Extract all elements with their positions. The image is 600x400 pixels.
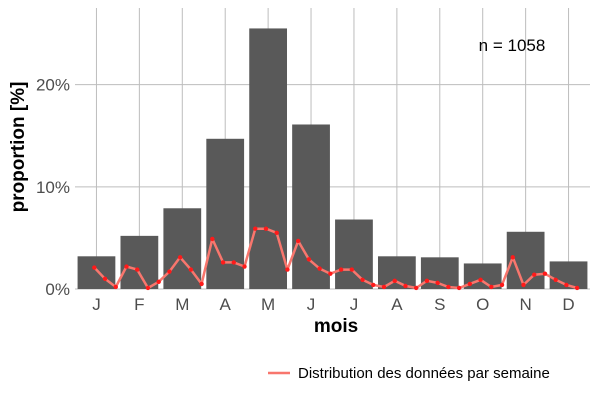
- x-tick-label-10: O: [476, 295, 489, 314]
- weekly-point-33: [435, 280, 440, 286]
- weekly-point-4: [124, 264, 129, 269]
- weekly-point-10: [188, 267, 194, 272]
- legend-label: Distribution des données par semaine: [298, 365, 550, 382]
- weekly-point-25: [349, 267, 355, 272]
- x-tick-label-1: J: [92, 295, 101, 314]
- weekly-point-31: [413, 285, 419, 291]
- x-tick-label-6: J: [307, 295, 316, 314]
- x-tick-label-8: A: [391, 295, 403, 314]
- bar-month-8: [377, 256, 416, 289]
- weekly-point-3: [113, 284, 118, 290]
- weekly-point-28: [381, 284, 387, 290]
- weekly-point-46: [574, 285, 580, 291]
- weekly-point-39: [499, 282, 505, 288]
- weekly-point-19: [285, 267, 290, 272]
- weekly-distribution-series: [92, 226, 580, 291]
- weekly-point-15: [242, 264, 247, 269]
- weekly-point-12: [210, 236, 215, 242]
- weekly-point-42: [532, 272, 537, 277]
- x-tick-label-11: N: [519, 295, 531, 314]
- legend: Distribution des données par semaine: [268, 365, 550, 382]
- weekly-point-32: [424, 278, 430, 284]
- weekly-point-34: [446, 284, 451, 290]
- y-axis-title: proportion [%]: [8, 82, 29, 213]
- weekly-point-2: [102, 276, 108, 281]
- x-tick-label-12: D: [562, 295, 574, 314]
- weekly-point-24: [338, 267, 344, 272]
- weekly-point-37: [478, 277, 483, 283]
- weekly-point-8: [167, 269, 172, 274]
- bars: [77, 28, 588, 289]
- weekly-point-20: [295, 238, 301, 244]
- weekly-point-29: [392, 278, 397, 284]
- bar-month-6: [292, 124, 330, 289]
- weekly-point-44: [553, 277, 558, 283]
- weekly-series-line: [93, 227, 578, 290]
- bar-month-1: [77, 256, 116, 289]
- x-tick-label-3: M: [175, 295, 189, 314]
- y-tick-label-1: 10%: [36, 178, 70, 197]
- weekly-point-41: [521, 282, 526, 288]
- weekly-point-23: [328, 271, 333, 276]
- weekly-point-36: [467, 281, 473, 287]
- weekly-point-14: [231, 260, 236, 265]
- weekly-point-9: [177, 255, 183, 260]
- x-tick-label-9: S: [434, 295, 445, 314]
- weekly-point-16: [253, 226, 258, 231]
- weekly-point-45: [564, 282, 569, 288]
- weekly-point-22: [317, 266, 322, 271]
- weekly-point-11: [199, 281, 204, 287]
- y-tick-label-2: 20%: [36, 76, 70, 95]
- weekly-point-27: [371, 282, 376, 288]
- weekly-point-1: [92, 265, 97, 270]
- weekly-point-7: [156, 279, 161, 285]
- x-tick-label-2: F: [134, 295, 144, 314]
- weekly-point-43: [542, 271, 548, 276]
- weekly-point-21: [306, 257, 312, 262]
- weekly-point-26: [360, 277, 365, 283]
- bar-month-7: [335, 219, 373, 289]
- weekly-point-40: [510, 255, 515, 260]
- sample-size-annotation: n = 1058: [479, 36, 546, 55]
- x-axis-title: mois: [314, 316, 358, 337]
- weekly-point-6: [145, 285, 151, 291]
- bar-month-4: [206, 138, 245, 289]
- weekly-point-17: [263, 226, 269, 231]
- tick-labels: J F M A M J J A S O N D 0% 10% 20%: [36, 76, 575, 314]
- weekly-point-5: [135, 267, 140, 272]
- weekly-point-35: [456, 285, 462, 291]
- weekly-point-18: [274, 230, 279, 235]
- weekly-point-30: [403, 283, 408, 289]
- x-tick-label-7: J: [350, 295, 359, 314]
- bar-month-2: [120, 235, 159, 289]
- x-tick-label-5: M: [261, 295, 275, 314]
- weekly-point-38: [489, 284, 494, 290]
- x-tick-label-4: A: [220, 295, 232, 314]
- y-tick-label-0: 0%: [45, 280, 70, 299]
- weekly-point-13: [220, 260, 226, 265]
